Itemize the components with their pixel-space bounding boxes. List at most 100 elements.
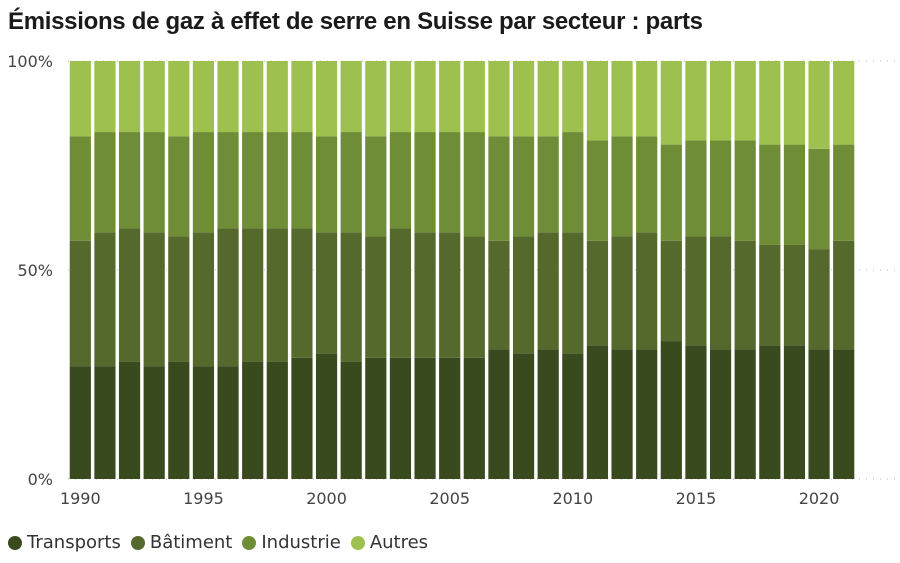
bar-segment-transports [266, 361, 288, 479]
bar-segment-bâtiment [537, 232, 559, 350]
bar-segment-industrie [783, 144, 806, 245]
bar-segment-autres [586, 61, 609, 141]
bar-segment-autres [808, 61, 830, 149]
bar-segment-transports [611, 349, 633, 479]
bar-segment-transports [562, 353, 584, 479]
bar-segment-transports [291, 357, 313, 479]
x-tick-label: 1995 [183, 489, 224, 508]
legend-label: Industrie [261, 532, 341, 553]
bar-segment-autres [340, 61, 362, 133]
bar-segment-bâtiment [168, 236, 190, 362]
bar-segment-bâtiment [143, 232, 165, 367]
bar-segment-transports [488, 349, 510, 479]
bar-segment-transports [463, 357, 485, 479]
bar-segment-transports [315, 353, 338, 479]
bar-segment-bâtiment [512, 236, 535, 354]
legend-label: Bâtiment [149, 532, 233, 553]
bar-segment-transports [217, 366, 239, 479]
bar-segment-transports [340, 361, 362, 479]
bar-segment-transports [636, 349, 658, 479]
bar-segment-industrie [488, 136, 510, 241]
bar-segment-industrie [217, 132, 239, 229]
bar-segment-autres [118, 61, 141, 133]
bar-segment-autres [69, 61, 91, 137]
y-tick-label: 100% [7, 52, 53, 71]
bar-segment-industrie [242, 132, 264, 229]
x-tick-label: 1990 [60, 489, 101, 508]
bar-segment-bâtiment [291, 228, 313, 358]
bar-segment-autres [365, 61, 387, 137]
bar-segment-bâtiment [118, 228, 141, 362]
bar-segment-transports [759, 345, 781, 479]
bar-segment-autres [315, 61, 338, 137]
bar-segment-transports [709, 349, 732, 479]
bar-segment-bâtiment [69, 240, 91, 367]
bar-segment-industrie [660, 144, 682, 241]
bar-segment-transports [512, 353, 535, 479]
bar-segment-bâtiment [389, 228, 412, 358]
stacked-bar-chart: 0% 50% 100% 1990 1995 2000 2005 2010 2015 2020 [7, 52, 895, 508]
bar-segment-transports [192, 366, 215, 479]
bar-segment-autres [463, 61, 485, 133]
bar-segment-industrie [759, 144, 781, 245]
chart-title: Émissions de gaz à effet de serre en Sui… [8, 8, 703, 35]
legend-item: Transports [8, 532, 121, 553]
bar-segment-autres [389, 61, 412, 133]
bar-segment-bâtiment [340, 232, 362, 362]
legend-item: Industrie [242, 532, 341, 553]
bar-segment-autres [660, 61, 682, 145]
y-axis-ticks: 0% 50% 100% [7, 52, 53, 489]
bar-segment-autres [537, 61, 559, 137]
bar-segment-industrie [685, 140, 707, 237]
bar-segment-autres [94, 61, 116, 133]
bar-segment-transports [118, 361, 141, 479]
bar-segment-bâtiment [833, 240, 855, 350]
bars [69, 61, 855, 479]
bar-segment-industrie [365, 136, 387, 237]
bar-segment-bâtiment [808, 249, 830, 350]
y-tick-label: 50% [17, 261, 53, 280]
bar-segment-industrie [291, 132, 313, 229]
bar-segment-industrie [143, 132, 165, 233]
bar-segment-bâtiment [439, 232, 461, 358]
bar-segment-transports [94, 366, 116, 479]
bar-segment-industrie [389, 132, 412, 229]
bar-segment-transports [660, 341, 682, 479]
bar-segment-transports [414, 357, 436, 479]
bar-segment-transports [168, 361, 190, 479]
bar-segment-industrie [463, 132, 485, 237]
legend: Transports Bâtiment Industrie Autres [8, 532, 438, 553]
bar-segment-bâtiment [709, 236, 732, 350]
legend-swatch [350, 535, 365, 550]
bar-segment-autres [168, 61, 190, 137]
bar-segment-autres [291, 61, 313, 133]
bar-segment-autres [242, 61, 264, 133]
bar-segment-bâtiment [94, 232, 116, 367]
bar-segment-autres [562, 61, 584, 133]
legend-label: Autres [369, 532, 429, 553]
bar-segment-autres [734, 61, 756, 141]
bar-segment-transports [685, 345, 707, 479]
bar-segment-transports [783, 345, 806, 479]
bar-segment-bâtiment [759, 244, 781, 346]
legend-item: Bâtiment [130, 532, 233, 553]
legend-item: Autres [350, 532, 429, 553]
bar-segment-industrie [118, 132, 141, 229]
bar-segment-industrie [833, 144, 855, 241]
bar-segment-bâtiment [217, 228, 239, 367]
bar-segment-transports [143, 366, 165, 479]
y-tick-label: 0% [28, 470, 53, 489]
bar-segment-industrie [734, 140, 756, 241]
bar-segment-bâtiment [192, 232, 215, 367]
bar-segment-autres [192, 61, 215, 133]
bar-segment-industrie [611, 136, 633, 237]
bar-segment-autres [439, 61, 461, 133]
bar-segment-industrie [537, 136, 559, 233]
bar-segment-bâtiment [636, 232, 658, 350]
bar-segment-autres [266, 61, 288, 133]
bar-segment-bâtiment [660, 240, 682, 342]
bar-segment-industrie [709, 140, 732, 237]
legend-swatch [130, 535, 145, 550]
bar-segment-autres [512, 61, 535, 137]
bar-segment-industrie [808, 148, 830, 250]
